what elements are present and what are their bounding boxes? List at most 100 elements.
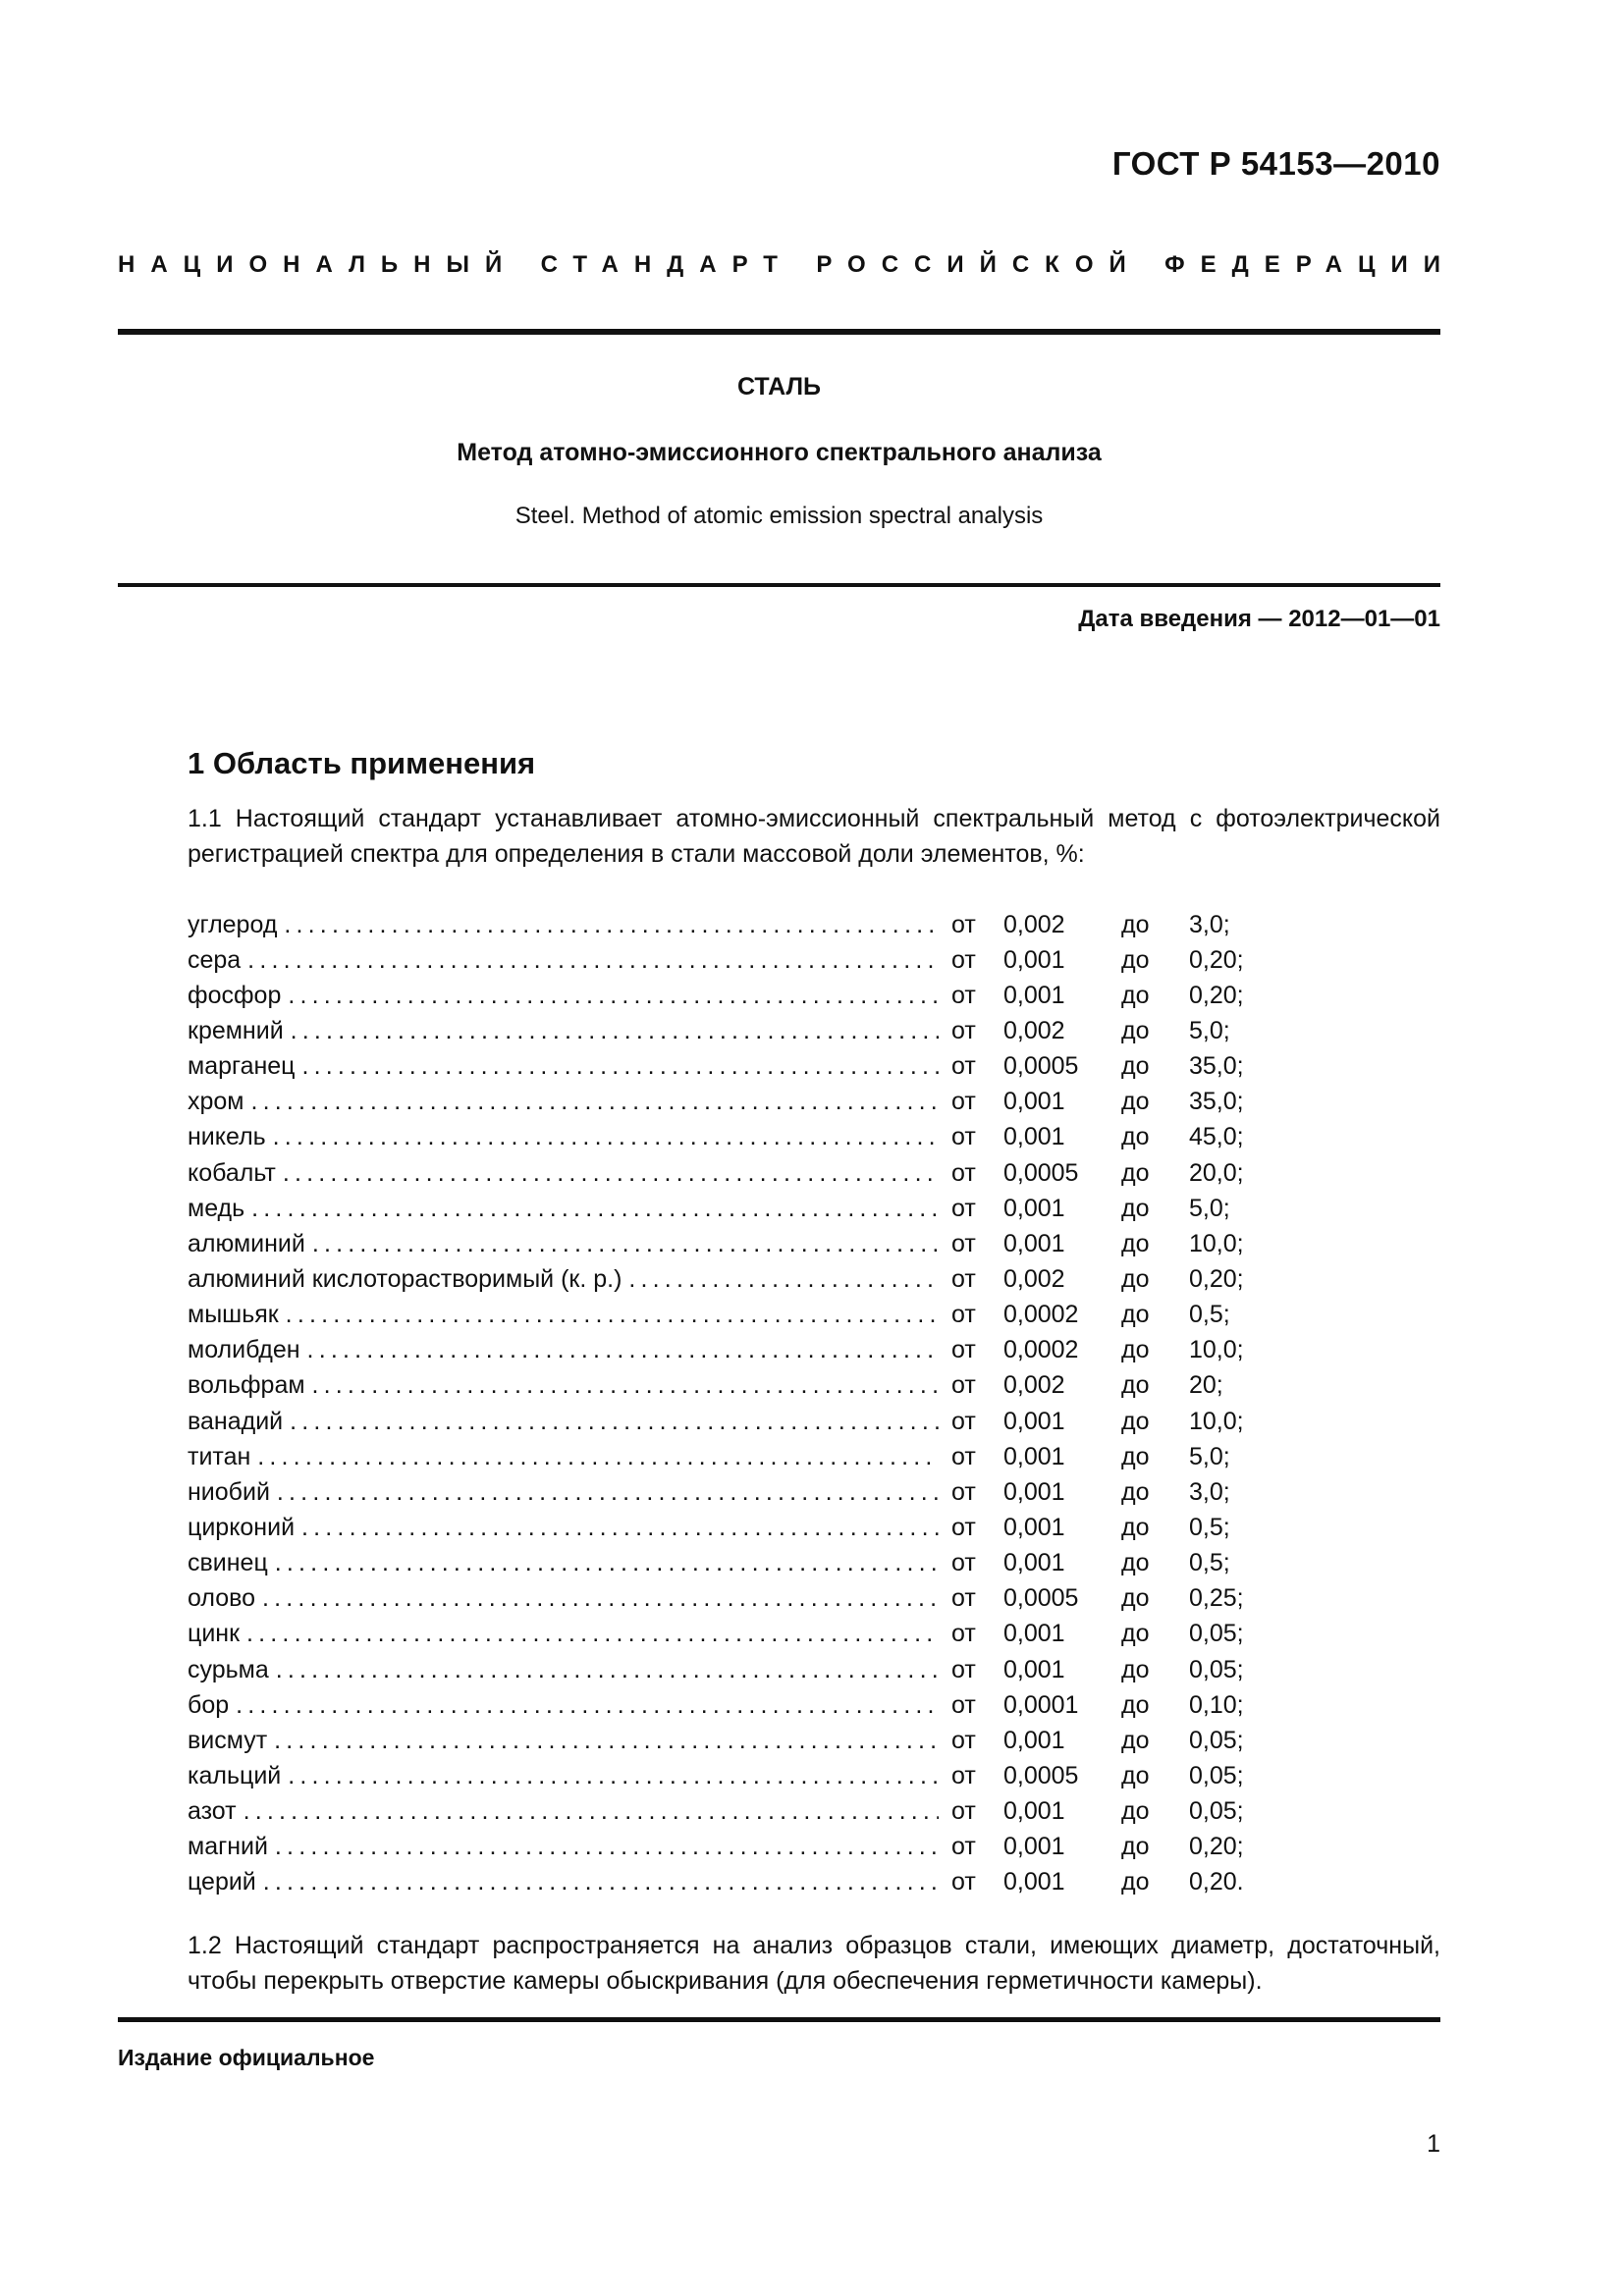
element-name: вольфрам ...............................… <box>188 1371 939 1400</box>
english-title: Steel. Method of atomic emission spectra… <box>514 503 1044 529</box>
divider <box>118 583 1440 587</box>
max-value: 5,0; <box>1189 1194 1230 1222</box>
max-value: 20,0; <box>1189 1158 1244 1187</box>
range-row: сурьма .................................… <box>188 1652 1268 1687</box>
min-value: 0,001 <box>1003 1655 1065 1683</box>
range-row: бор ....................................… <box>188 1687 1268 1723</box>
to-label: до <box>1121 945 1150 974</box>
min-value: 0,0002 <box>1003 1301 1079 1329</box>
to-label: до <box>1121 1194 1150 1222</box>
min-value: 0,001 <box>1003 1868 1065 1896</box>
max-value: 20; <box>1189 1371 1223 1400</box>
max-value: 35,0; <box>1189 1052 1244 1081</box>
range-row: олово ..................................… <box>188 1581 1268 1617</box>
from-label: от <box>951 1868 976 1896</box>
max-value: 0,10; <box>1189 1690 1244 1719</box>
from-label: от <box>951 1726 976 1754</box>
to-label: до <box>1121 1833 1150 1861</box>
range-row: магний .................................… <box>188 1830 1268 1865</box>
banner-word: НАЦИОНАЛЬНЫЙ <box>118 251 518 278</box>
range-row: алюминий кислоторастворимый (к. р.) ....… <box>188 1261 1268 1297</box>
range-row: фосфор .................................… <box>188 978 1268 1013</box>
min-value: 0,0001 <box>1003 1690 1079 1719</box>
max-value: 10,0; <box>1189 1229 1244 1257</box>
element-name: фосфор .................................… <box>188 981 939 1009</box>
introduction-date: Дата введения — 2012—01—01 <box>1078 606 1440 632</box>
min-value: 0,001 <box>1003 1407 1065 1435</box>
to-label: до <box>1121 1123 1150 1151</box>
element-name: сера ...................................… <box>188 945 939 974</box>
min-value: 0,001 <box>1003 1088 1065 1116</box>
max-value: 3,0; <box>1189 910 1230 938</box>
standard-number: ГОСТ Р 54153—2010 <box>1111 145 1440 182</box>
min-value: 0,0002 <box>1003 1336 1079 1364</box>
element-name: кобальт ................................… <box>188 1158 939 1187</box>
to-label: до <box>1121 910 1150 938</box>
from-label: от <box>951 910 976 938</box>
from-label: от <box>951 1761 976 1789</box>
element-name: кремний ................................… <box>188 1016 939 1044</box>
min-value: 0,0005 <box>1003 1761 1079 1789</box>
min-value: 0,001 <box>1003 1620 1065 1648</box>
min-value: 0,001 <box>1003 1123 1065 1151</box>
range-row: церий ..................................… <box>188 1865 1268 1900</box>
to-label: до <box>1121 1407 1150 1435</box>
to-label: до <box>1121 1620 1150 1648</box>
range-row: висмут .................................… <box>188 1723 1268 1758</box>
min-value: 0,002 <box>1003 910 1065 938</box>
to-label: до <box>1121 1088 1150 1116</box>
max-value: 0,20; <box>1189 1833 1244 1861</box>
max-value: 5,0; <box>1189 1442 1230 1470</box>
min-value: 0,001 <box>1003 945 1065 974</box>
range-row: ниобий .................................… <box>188 1474 1268 1510</box>
element-name: молибден ...............................… <box>188 1336 939 1364</box>
min-value: 0,001 <box>1003 1797 1065 1826</box>
max-value: 0,05; <box>1189 1797 1244 1826</box>
max-value: 35,0; <box>1189 1088 1244 1116</box>
element-name: олово ..................................… <box>188 1584 939 1613</box>
from-label: от <box>951 1301 976 1329</box>
document-title: СТАЛЬ <box>737 373 821 400</box>
to-label: до <box>1121 1442 1150 1470</box>
from-label: от <box>951 1088 976 1116</box>
banner-word: СТАНДАРТ <box>540 251 793 278</box>
range-row: углерод ................................… <box>188 907 1268 942</box>
banner-word: ФЕДЕРАЦИИ <box>1164 251 1456 278</box>
min-value: 0,002 <box>1003 1371 1065 1400</box>
from-label: от <box>951 1264 976 1293</box>
to-label: до <box>1121 1052 1150 1081</box>
from-label: от <box>951 1016 976 1044</box>
element-name: алюминий ...............................… <box>188 1229 939 1257</box>
element-name: свинец .................................… <box>188 1549 939 1577</box>
element-name: азот ...................................… <box>188 1797 939 1826</box>
min-value: 0,002 <box>1003 1016 1065 1044</box>
from-label: от <box>951 1371 976 1400</box>
from-label: от <box>951 1194 976 1222</box>
to-label: до <box>1121 1158 1150 1187</box>
element-name: никель .................................… <box>188 1123 939 1151</box>
range-row: молибден ...............................… <box>188 1333 1268 1368</box>
to-label: до <box>1121 1477 1150 1506</box>
max-value: 0,25; <box>1189 1584 1244 1613</box>
element-name: цирконий ...............................… <box>188 1513 939 1541</box>
min-value: 0,0005 <box>1003 1052 1079 1081</box>
min-value: 0,001 <box>1003 1477 1065 1506</box>
max-value: 0,5; <box>1189 1549 1230 1577</box>
element-name: углерод ................................… <box>188 910 939 938</box>
range-row: алюминий ...............................… <box>188 1226 1268 1261</box>
from-label: от <box>951 981 976 1009</box>
max-value: 0,5; <box>1189 1301 1230 1329</box>
from-label: от <box>951 1584 976 1613</box>
to-label: до <box>1121 1797 1150 1826</box>
max-value: 0,05; <box>1189 1620 1244 1648</box>
element-name: висмут .................................… <box>188 1726 939 1754</box>
range-row: хром ...................................… <box>188 1085 1268 1120</box>
range-row: марганец ...............................… <box>188 1049 1268 1085</box>
to-label: до <box>1121 1513 1150 1541</box>
element-name: мышьяк .................................… <box>188 1301 939 1329</box>
from-label: от <box>951 1655 976 1683</box>
max-value: 0,20; <box>1189 981 1244 1009</box>
min-value: 0,0005 <box>1003 1584 1079 1613</box>
to-label: до <box>1121 1549 1150 1577</box>
range-row: кобальт ................................… <box>188 1155 1268 1191</box>
